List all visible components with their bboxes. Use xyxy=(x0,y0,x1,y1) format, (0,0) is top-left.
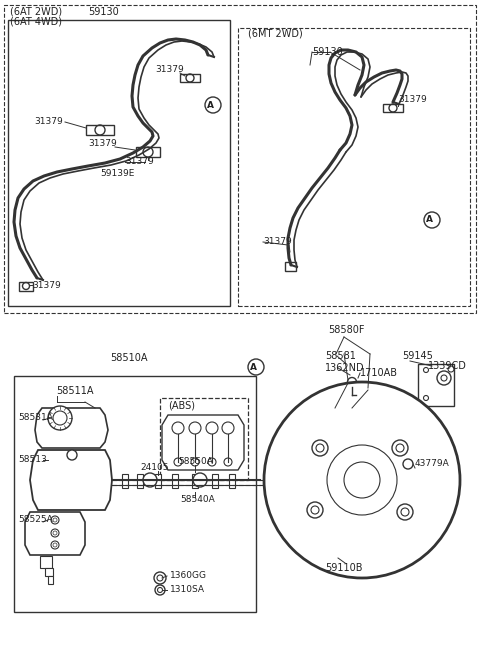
Polygon shape xyxy=(162,415,244,470)
Circle shape xyxy=(53,543,57,547)
Text: 1339CD: 1339CD xyxy=(428,361,467,371)
Circle shape xyxy=(222,422,234,434)
Text: 59130: 59130 xyxy=(312,47,343,57)
Bar xyxy=(14,376,256,612)
Text: 31379: 31379 xyxy=(155,66,184,74)
Circle shape xyxy=(208,458,216,466)
Text: (ABS): (ABS) xyxy=(168,400,195,410)
Bar xyxy=(172,474,178,488)
Bar xyxy=(136,147,160,157)
Bar xyxy=(4,5,476,313)
Bar xyxy=(192,474,198,488)
Circle shape xyxy=(53,531,57,535)
Circle shape xyxy=(53,518,57,522)
Text: 58513: 58513 xyxy=(18,455,47,465)
Bar xyxy=(155,474,161,488)
Bar xyxy=(86,125,114,135)
Text: 58531A: 58531A xyxy=(18,413,53,422)
Circle shape xyxy=(189,422,201,434)
Circle shape xyxy=(48,406,72,430)
Bar xyxy=(40,556,52,568)
Text: A: A xyxy=(206,101,214,109)
Polygon shape xyxy=(30,450,112,510)
Text: 59139E: 59139E xyxy=(100,170,134,178)
Text: 58580F: 58580F xyxy=(328,325,364,335)
Text: 31379: 31379 xyxy=(398,95,427,105)
Bar xyxy=(229,474,235,488)
Circle shape xyxy=(206,422,218,434)
Text: 31379: 31379 xyxy=(125,157,154,166)
Text: (6AT 2WD): (6AT 2WD) xyxy=(10,7,62,17)
Text: 1710AB: 1710AB xyxy=(360,368,398,378)
Text: 58550A: 58550A xyxy=(178,457,213,467)
Text: 58540A: 58540A xyxy=(180,495,215,505)
Text: 59145: 59145 xyxy=(402,351,433,361)
Circle shape xyxy=(51,541,59,549)
Circle shape xyxy=(174,458,182,466)
Circle shape xyxy=(307,502,323,518)
Bar xyxy=(19,282,33,291)
Circle shape xyxy=(154,572,166,584)
Text: 58581: 58581 xyxy=(325,351,356,361)
Circle shape xyxy=(392,440,408,456)
Circle shape xyxy=(67,450,77,460)
Circle shape xyxy=(172,422,184,434)
Polygon shape xyxy=(35,408,108,448)
Bar xyxy=(160,398,248,480)
Bar xyxy=(180,74,200,82)
Circle shape xyxy=(143,473,157,487)
Text: 1362ND: 1362ND xyxy=(325,363,365,373)
Bar xyxy=(238,28,470,306)
Polygon shape xyxy=(25,512,85,555)
Bar xyxy=(285,262,296,271)
Bar xyxy=(122,474,128,488)
Text: A: A xyxy=(425,216,432,224)
Text: (6AT 4WD): (6AT 4WD) xyxy=(10,16,62,26)
Text: 31379: 31379 xyxy=(263,238,292,247)
Circle shape xyxy=(224,458,232,466)
Text: 59130: 59130 xyxy=(88,7,119,17)
Circle shape xyxy=(312,440,328,456)
Bar xyxy=(383,104,403,112)
Circle shape xyxy=(193,473,207,487)
Circle shape xyxy=(424,212,440,228)
Circle shape xyxy=(155,585,165,595)
Bar xyxy=(8,20,230,306)
Text: 31379: 31379 xyxy=(32,280,61,290)
Bar xyxy=(418,364,454,406)
Circle shape xyxy=(248,359,264,375)
Text: 43779A: 43779A xyxy=(415,459,450,468)
Text: 58525A: 58525A xyxy=(18,515,53,524)
Circle shape xyxy=(264,382,460,578)
Circle shape xyxy=(397,504,413,520)
Circle shape xyxy=(51,516,59,524)
Text: 24105: 24105 xyxy=(140,463,168,472)
Circle shape xyxy=(205,97,221,113)
Text: 31379: 31379 xyxy=(88,139,117,149)
Text: 1360GG: 1360GG xyxy=(170,572,207,580)
Text: (6MT 2WD): (6MT 2WD) xyxy=(248,29,303,39)
Bar xyxy=(48,576,53,584)
Circle shape xyxy=(403,459,413,469)
Circle shape xyxy=(53,411,67,425)
Text: A: A xyxy=(250,363,256,372)
Bar xyxy=(45,568,53,576)
Text: 1310SA: 1310SA xyxy=(170,586,205,594)
Text: 58511A: 58511A xyxy=(56,386,94,396)
Bar xyxy=(212,474,218,488)
Circle shape xyxy=(51,529,59,537)
Text: 59110B: 59110B xyxy=(325,563,362,573)
Circle shape xyxy=(191,458,199,466)
Text: 58510A: 58510A xyxy=(110,353,147,363)
Bar xyxy=(137,474,143,488)
Text: 31379: 31379 xyxy=(34,118,63,126)
